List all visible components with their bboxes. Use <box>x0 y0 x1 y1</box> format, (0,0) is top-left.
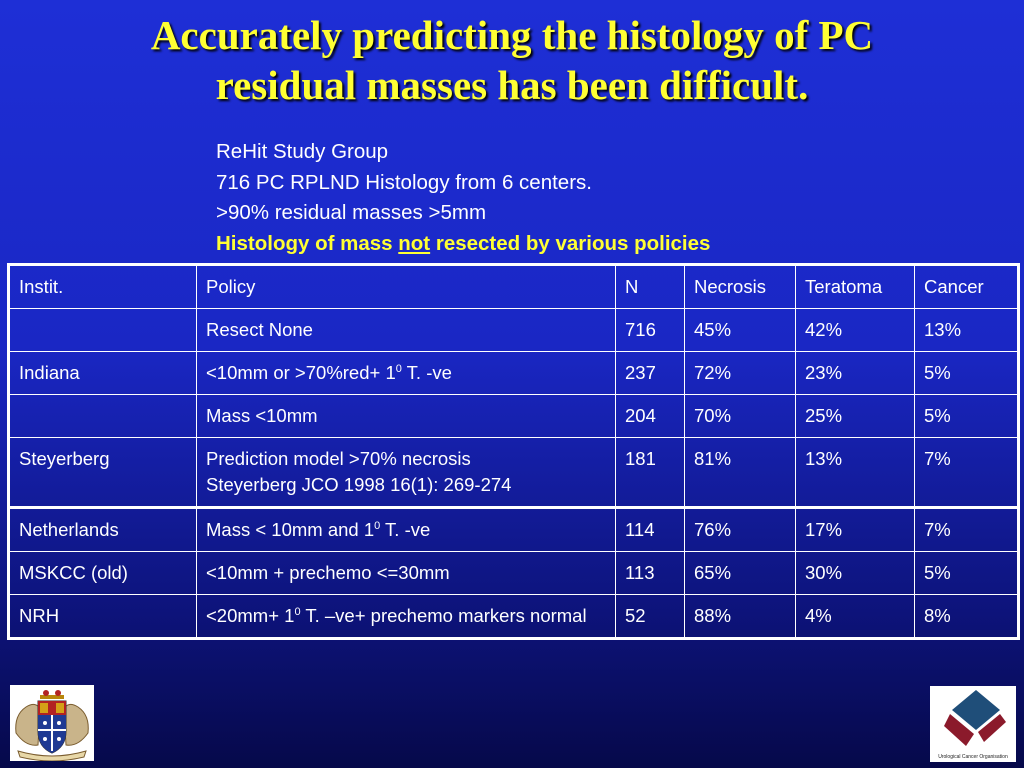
cell-n: 237 <box>615 351 685 395</box>
policy-text: Mass < 10mm and 1 <box>206 519 375 540</box>
header-teratoma: Teratoma <box>795 264 915 309</box>
cell-teratoma: 23% <box>795 351 915 395</box>
cell-instit <box>8 308 197 352</box>
header-instit: Instit. <box>8 264 197 309</box>
cell-necrosis: 76% <box>684 506 796 552</box>
cell-policy: Resect None <box>196 308 616 352</box>
cell-policy: Prediction model >70% necrosis Steyerberg… <box>196 437 616 508</box>
policy-text-end: T. -ve <box>401 362 452 383</box>
cell-n: 52 <box>615 594 685 639</box>
cell-necrosis: 45% <box>684 308 796 352</box>
cell-teratoma: 30% <box>795 551 915 595</box>
policy-text-end: T. -ve <box>380 519 431 540</box>
cell-teratoma: 4% <box>795 594 915 639</box>
policy-line-1: Prediction model >70% necrosis <box>206 448 471 469</box>
policy-text-end: T. –ve+ prechemo markers normal <box>300 605 587 626</box>
note-study-group: ReHit Study Group <box>216 140 389 163</box>
cell-instit: Steyerberg <box>8 437 197 508</box>
cell-n: 114 <box>615 506 685 552</box>
table-row: Indiana <10mm or >70%red+ 10 T. -ve 237 … <box>8 351 1019 395</box>
cell-cancer: 8% <box>914 594 1019 639</box>
cell-policy: <10mm or >70%red+ 10 T. -ve <box>196 351 616 395</box>
table-row: Netherlands Mass < 10mm and 10 T. -ve 11… <box>8 506 1019 552</box>
header-n: N <box>615 264 685 309</box>
table-row: Mass <10mm 204 70% 25% 5% <box>8 394 1019 438</box>
header-necrosis: Necrosis <box>684 264 796 309</box>
coat-of-arms-icon <box>10 685 94 762</box>
cell-instit: Indiana <box>8 351 197 395</box>
note-histology-count: 716 PC RPLND Histology from 6 centers. <box>216 170 592 194</box>
cell-cancer: 5% <box>914 551 1019 595</box>
note-highlight-before: Histology of mass <box>216 231 399 255</box>
table-row: MSKCC (old) <10mm + prechemo <=30mm 113 … <box>8 551 1019 595</box>
study-notes: ReHit Study Group 716 PC RPLND Histology… <box>216 137 710 259</box>
cell-policy: Mass <10mm <box>196 394 616 438</box>
histology-table: Instit. Policy N Necrosis Teratoma Cance… <box>7 263 1020 640</box>
cell-teratoma: 25% <box>795 394 915 438</box>
note-residual-masses: >90% residual masses >5mm <box>216 201 487 224</box>
cell-cancer: 5% <box>914 351 1019 395</box>
coat-of-arms-logo <box>10 685 94 762</box>
header-policy: Policy <box>196 264 616 309</box>
title-line-1: Accurately predicting the histology of P… <box>150 12 874 58</box>
policy-superscript: 0 <box>374 519 381 532</box>
policy-line-2: Steyerberg JCO 1998 16(1): 269-274 <box>206 474 512 495</box>
cell-n: 181 <box>615 437 685 508</box>
policy-text: <20mm+ 1 <box>206 605 295 626</box>
cell-teratoma: 42% <box>795 308 915 352</box>
cell-necrosis: 70% <box>684 394 796 438</box>
note-highlight: Histology of mass not resected by variou… <box>216 229 710 260</box>
table-header-row: Instit. Policy N Necrosis Teratoma Cance… <box>8 264 1019 309</box>
title-line-2: residual masses has been difficult. <box>215 62 809 108</box>
cell-necrosis: 88% <box>684 594 796 639</box>
policy-superscript: 0 <box>294 605 301 618</box>
table-row: NRH <20mm+ 10 T. –ve+ prechemo markers n… <box>8 594 1019 639</box>
table-row: Steyerberg Prediction model >70% necrosi… <box>8 437 1019 508</box>
cell-cancer: 5% <box>914 394 1019 438</box>
cell-instit <box>8 394 197 438</box>
cell-necrosis: 65% <box>684 551 796 595</box>
cell-instit: Netherlands <box>8 506 197 552</box>
cell-necrosis: 72% <box>684 351 796 395</box>
note-highlight-after: resected by various policies <box>430 231 711 255</box>
cell-teratoma: 13% <box>795 437 915 508</box>
cell-cancer: 7% <box>914 506 1019 552</box>
cell-policy: <10mm + prechemo <=30mm <box>196 551 616 595</box>
urological-cancer-organisation-logo: Urological Cancer Organisation <box>930 686 1016 762</box>
slide-title: Accurately predicting the histology of P… <box>0 10 1024 110</box>
table-row: Resect None 716 45% 42% 13% <box>8 308 1019 352</box>
organisation-caption: Urological Cancer Organisation <box>938 754 1008 760</box>
cell-teratoma: 17% <box>795 506 915 552</box>
cell-n: 716 <box>615 308 685 352</box>
note-highlight-not: not <box>398 231 431 255</box>
policy-text: <10mm or >70%red+ 1 <box>206 362 396 383</box>
cell-n: 113 <box>615 551 685 595</box>
cell-cancer: 7% <box>914 437 1019 508</box>
cell-instit: NRH <box>8 594 197 639</box>
cell-n: 204 <box>615 394 685 438</box>
cell-cancer: 13% <box>914 308 1019 352</box>
cell-policy: <20mm+ 10 T. –ve+ prechemo markers norma… <box>196 594 616 639</box>
policy-superscript: 0 <box>395 362 402 375</box>
cell-necrosis: 81% <box>684 437 796 508</box>
cell-policy: Mass < 10mm and 10 T. -ve <box>196 506 616 552</box>
header-cancer: Cancer <box>914 264 1019 309</box>
cell-instit: MSKCC (old) <box>8 551 197 595</box>
organisation-logo-icon <box>944 690 1006 746</box>
